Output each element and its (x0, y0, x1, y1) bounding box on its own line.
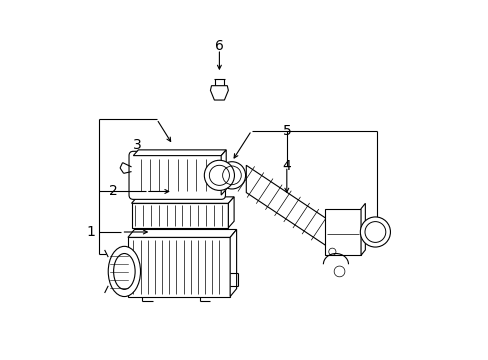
Text: 6: 6 (215, 39, 224, 53)
Polygon shape (131, 203, 228, 228)
FancyBboxPatch shape (129, 151, 225, 199)
Polygon shape (246, 165, 328, 247)
Polygon shape (128, 229, 236, 237)
Polygon shape (128, 237, 230, 297)
Polygon shape (131, 197, 234, 203)
Text: 1: 1 (86, 225, 95, 239)
Polygon shape (325, 209, 360, 255)
Text: 3: 3 (132, 138, 141, 152)
Polygon shape (230, 229, 236, 297)
Polygon shape (228, 197, 234, 228)
Text: 2: 2 (109, 184, 118, 198)
Ellipse shape (108, 246, 140, 297)
Circle shape (218, 162, 245, 189)
Circle shape (204, 160, 234, 190)
Text: 4: 4 (282, 159, 290, 174)
Polygon shape (133, 150, 226, 156)
Polygon shape (210, 86, 228, 100)
Circle shape (360, 217, 389, 247)
Polygon shape (221, 150, 226, 195)
Text: 5: 5 (282, 123, 290, 138)
Polygon shape (360, 203, 365, 255)
